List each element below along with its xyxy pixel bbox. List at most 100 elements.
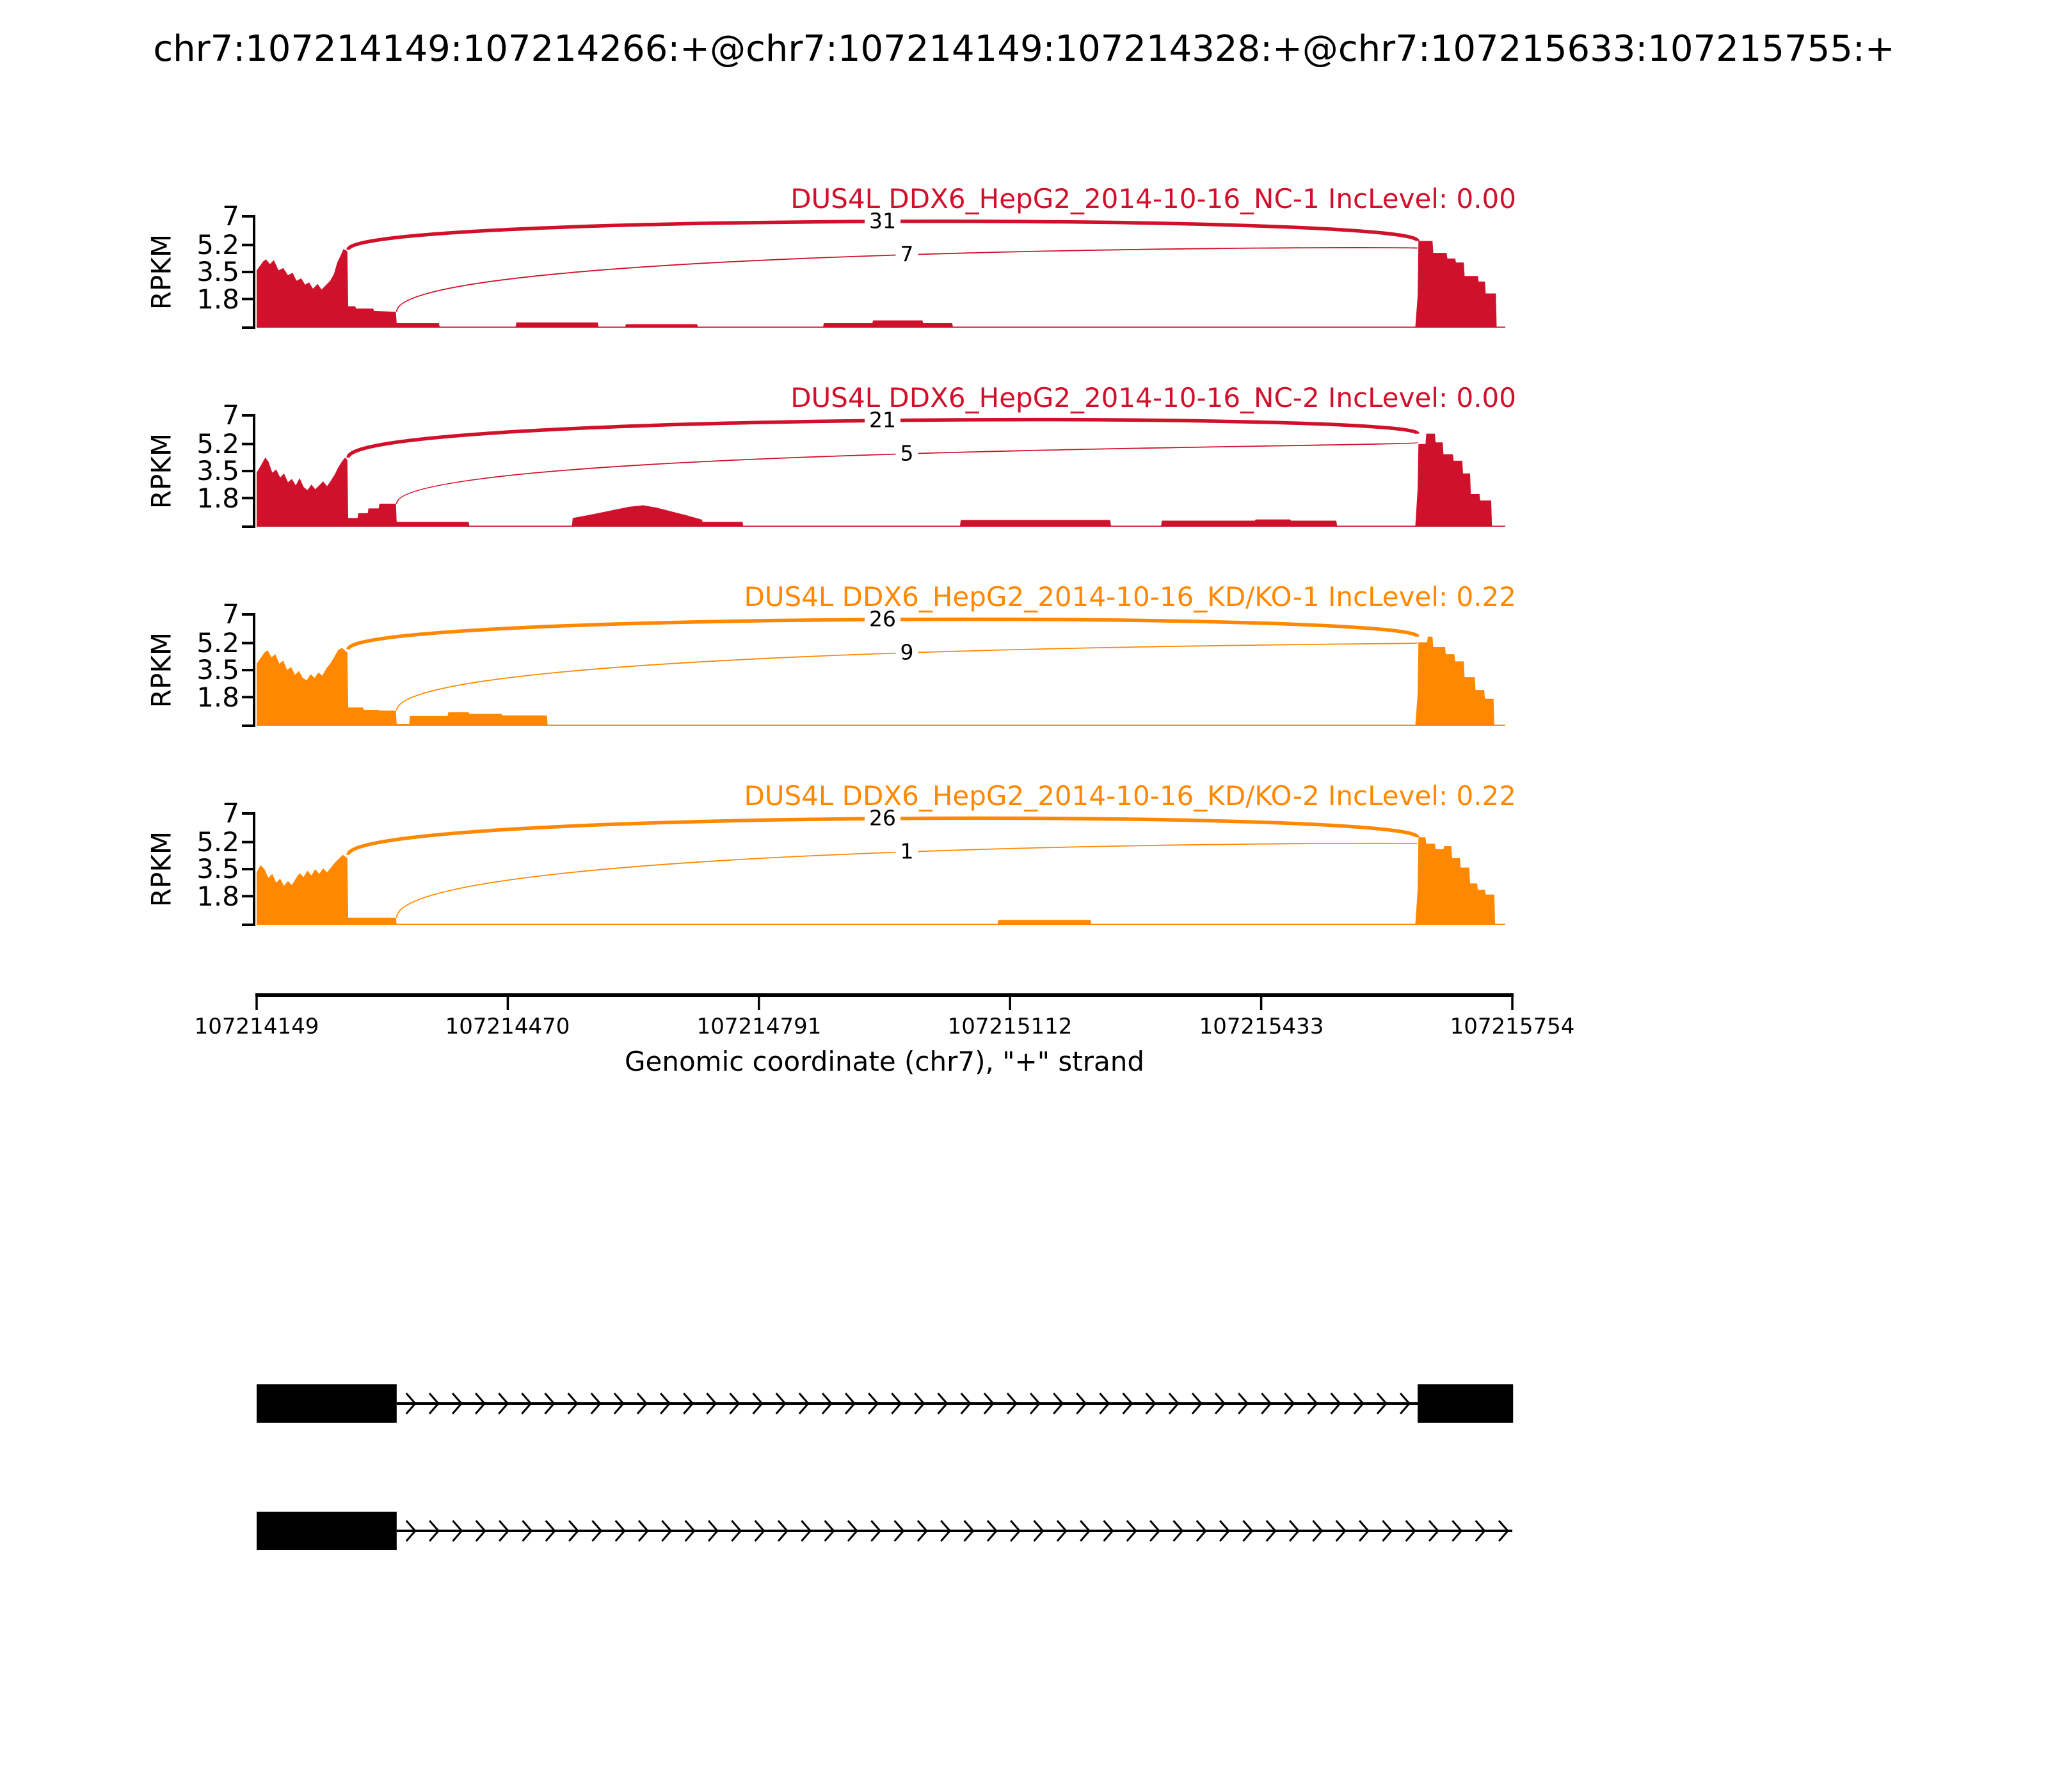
strand-arrow-icon bbox=[1376, 1393, 1388, 1414]
strand-arrow-icon bbox=[847, 1520, 858, 1542]
y-axis-label: RPKM bbox=[145, 234, 177, 310]
junction-read-count: 26 bbox=[865, 807, 900, 830]
strand-arrow-icon bbox=[1358, 1520, 1370, 1542]
strand-arrow-icon bbox=[868, 1393, 879, 1414]
strand-arrow-icon bbox=[1335, 1520, 1347, 1542]
junction-read-count: 5 bbox=[895, 442, 918, 465]
strand-arrow-icon bbox=[522, 1520, 533, 1542]
strand-arrow-icon bbox=[777, 1520, 788, 1542]
y-axis-label: RPKM bbox=[145, 831, 177, 908]
strand-arrow-icon bbox=[1029, 1393, 1041, 1414]
y-tick-label: 3.5 bbox=[196, 455, 239, 486]
strand-arrow-icon bbox=[1214, 1393, 1226, 1414]
strand-arrow-icon bbox=[498, 1393, 509, 1414]
y-tick-label: 5.2 bbox=[196, 428, 239, 460]
strand-arrow-icon bbox=[983, 1393, 995, 1414]
junction-read-count: 26 bbox=[865, 608, 900, 631]
strand-arrow-icon bbox=[1010, 1520, 1021, 1542]
strand-arrow-icon bbox=[660, 1393, 671, 1414]
x-tick-label: 107215112 bbox=[947, 1014, 1073, 1039]
strand-arrow-icon bbox=[1080, 1520, 1091, 1542]
plot-title: chr7:107214149:107214266:+@chr7:10721414… bbox=[153, 28, 1895, 70]
junction-read-count: 9 bbox=[895, 641, 918, 664]
strand-arrow-icon bbox=[824, 1520, 835, 1542]
strand-arrow-icon bbox=[798, 1393, 810, 1414]
strand-arrow-icon bbox=[1006, 1393, 1018, 1414]
exon-box bbox=[1418, 1384, 1514, 1423]
strand-arrow-icon bbox=[706, 1393, 717, 1414]
strand-arrow-icon bbox=[960, 1393, 972, 1414]
strand-arrow-icon bbox=[544, 1393, 556, 1414]
strand-arrow-icon bbox=[591, 1520, 603, 1542]
strand-arrow-icon bbox=[451, 1393, 463, 1414]
strand-arrow-icon bbox=[498, 1520, 510, 1542]
coverage-area bbox=[257, 636, 1494, 726]
strand-arrow-icon bbox=[1261, 1393, 1272, 1414]
junction-read-count: 7 bbox=[895, 243, 918, 266]
strand-arrow-icon bbox=[1191, 1393, 1203, 1414]
y-tick-label: 7 bbox=[222, 200, 239, 232]
x-tick-label: 107214470 bbox=[445, 1014, 570, 1039]
y-tick-label: 5.2 bbox=[196, 826, 239, 858]
y-axis-label: RPKM bbox=[145, 632, 177, 708]
strand-arrow-icon bbox=[914, 1393, 925, 1414]
y-axis-label: RPKM bbox=[145, 433, 177, 509]
junction-read-count: 21 bbox=[865, 409, 900, 432]
strand-arrow-icon bbox=[568, 1520, 580, 1542]
strand-arrow-icon bbox=[1126, 1520, 1137, 1542]
strand-arrow-icon bbox=[1284, 1393, 1295, 1414]
x-tick-label: 107214149 bbox=[194, 1014, 319, 1039]
strand-arrow-icon bbox=[801, 1520, 812, 1542]
sashimi-track-nc-2: DUS4L DDX6_HepG2_2014-10-16_NC-2 IncLeve… bbox=[0, 378, 2048, 577]
strand-arrow-icon bbox=[429, 1520, 440, 1542]
strand-arrow-icon bbox=[1099, 1393, 1110, 1414]
strand-arrow-icon bbox=[1242, 1520, 1254, 1542]
track-title: DUS4L DDX6_HepG2_2014-10-16_KD/KO-1 IncL… bbox=[744, 581, 1516, 612]
x-tick-label: 107215433 bbox=[1199, 1014, 1324, 1039]
strand-arrow-icon bbox=[521, 1393, 532, 1414]
strand-arrow-icon bbox=[637, 1520, 650, 1542]
strand-arrow-icon bbox=[1172, 1520, 1184, 1542]
strand-arrow-icon bbox=[752, 1393, 764, 1414]
strand-arrow-icon bbox=[545, 1520, 556, 1542]
strand-arrow-icon bbox=[775, 1393, 787, 1414]
y-tick-label: 7 bbox=[222, 797, 239, 829]
strand-arrow-icon bbox=[1053, 1393, 1064, 1414]
strand-arrow-icon bbox=[1103, 1520, 1114, 1542]
sashimi-track-kdko-2: DUS4L DDX6_HepG2_2014-10-16_KD/KO-2 IncL… bbox=[0, 776, 2048, 975]
y-tick-label: 1.8 bbox=[196, 284, 239, 315]
strand-arrow-icon bbox=[1219, 1520, 1231, 1542]
strand-arrow-icon bbox=[1288, 1520, 1300, 1542]
strand-arrow-icon bbox=[614, 1520, 626, 1542]
strand-arrow-icon bbox=[1196, 1520, 1207, 1542]
strand-arrow-icon bbox=[731, 1520, 742, 1542]
y-tick-label: 5.2 bbox=[196, 229, 239, 260]
y-tick-label: 3.5 bbox=[196, 256, 239, 287]
strand-arrow-icon bbox=[1312, 1520, 1324, 1542]
strand-arrow-icon bbox=[940, 1520, 952, 1542]
sashimi-track-nc-1: DUS4L DDX6_HepG2_2014-10-16_NC-1 IncLeve… bbox=[0, 179, 2048, 378]
track-title: DUS4L DDX6_HepG2_2014-10-16_KD/KO-2 IncL… bbox=[744, 780, 1516, 812]
y-tick-label: 7 bbox=[222, 598, 239, 630]
exon-box bbox=[257, 1512, 397, 1550]
strand-arrow-icon bbox=[1405, 1520, 1416, 1542]
sashimi-track-kdko-1: DUS4L DDX6_HepG2_2014-10-16_KD/KO-1 IncL… bbox=[0, 577, 2048, 776]
junction-read-count: 1 bbox=[895, 840, 918, 863]
strand-arrow-icon bbox=[821, 1393, 833, 1414]
strand-arrow-icon bbox=[1265, 1520, 1277, 1542]
strand-arrow-icon bbox=[1033, 1520, 1044, 1542]
strand-arrow-icon bbox=[405, 1393, 417, 1414]
strand-arrow-icon bbox=[986, 1520, 998, 1542]
junction-read-count: 31 bbox=[865, 210, 900, 233]
strand-arrow-icon bbox=[729, 1393, 740, 1414]
strand-arrow-icon bbox=[1122, 1393, 1133, 1414]
strand-arrow-icon bbox=[452, 1520, 463, 1542]
y-tick-label: 7 bbox=[222, 399, 239, 431]
strand-arrow-icon bbox=[1168, 1393, 1180, 1414]
strand-arrow-icon bbox=[475, 1393, 486, 1414]
strand-arrow-icon bbox=[937, 1393, 948, 1414]
strand-arrow-icon bbox=[428, 1393, 440, 1414]
strand-arrow-icon bbox=[1056, 1520, 1068, 1542]
strand-arrow-icon bbox=[1498, 1520, 1509, 1542]
